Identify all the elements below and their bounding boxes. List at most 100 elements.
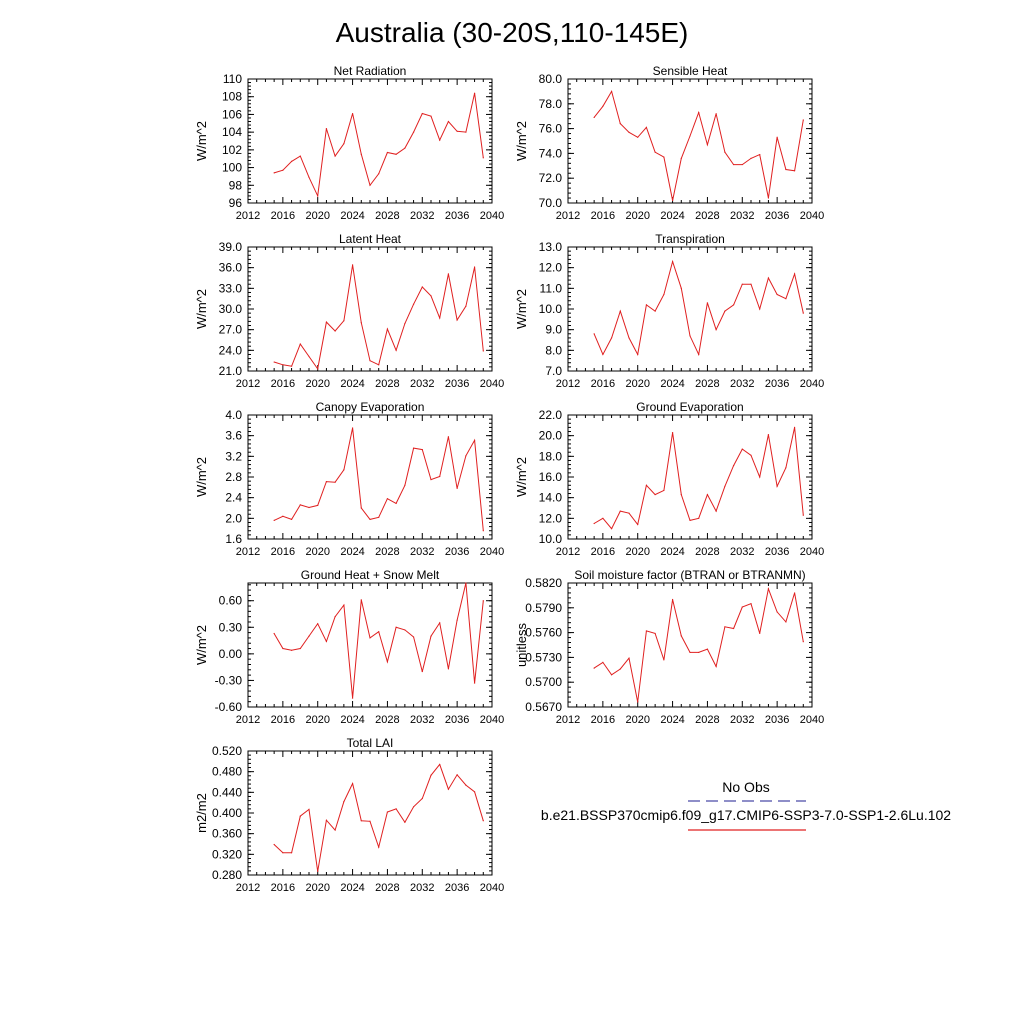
x-tick-label: 2040 (800, 378, 824, 390)
data-point (645, 484, 648, 486)
data-point (706, 302, 709, 304)
panel-title: Ground Evaporation (636, 400, 743, 414)
y-axis-label: m2/m2 (194, 793, 209, 833)
data-point (750, 283, 752, 285)
y-tick-label: 30.0 (219, 302, 243, 316)
data-point (351, 264, 354, 266)
data-point (482, 350, 484, 352)
data-point (759, 154, 761, 156)
y-tick-label: 3.2 (225, 449, 242, 463)
x-tick-label: 2024 (340, 714, 364, 726)
data-point (378, 173, 380, 175)
panel-title: Total LAI (347, 736, 394, 750)
x-tick-label: 2024 (340, 210, 364, 222)
x-tick-label: 2040 (800, 714, 824, 726)
data-point (741, 606, 743, 608)
data-point (273, 361, 275, 363)
plot-frame (567, 78, 813, 204)
data-point (759, 632, 761, 635)
data-point (724, 626, 726, 628)
data-point (663, 659, 665, 661)
x-tick-label: 2012 (236, 882, 260, 894)
x-tick-label: 2020 (625, 546, 649, 558)
y-tick-label: -0.60 (215, 700, 243, 714)
legend-model-label: b.e21.BSSP370cmip6.f09_g17.CMIP6-SSP3-7.… (541, 807, 951, 823)
data-point (360, 322, 362, 324)
data-point (593, 116, 595, 119)
data-point (689, 335, 691, 337)
x-tick-label: 2024 (660, 714, 684, 726)
data-point (628, 131, 630, 133)
y-tick-label: 7.0 (545, 364, 562, 378)
data-point (619, 310, 621, 312)
data-point (430, 295, 432, 297)
data-point (404, 821, 406, 823)
data-point (680, 287, 682, 289)
data-point (308, 506, 310, 509)
data-point (447, 668, 450, 670)
data-point (776, 293, 778, 296)
data-point (785, 467, 787, 469)
data-point (465, 784, 467, 786)
panels: Net Radiation W/m^2 2012 2016 2020 2024 2028 20… (194, 64, 824, 894)
x-tick-label: 2032 (730, 714, 754, 726)
data-point (299, 647, 301, 650)
x-tick-label: 2020 (305, 714, 329, 726)
data-point (439, 475, 441, 478)
data-point (439, 317, 441, 319)
data-point (351, 427, 354, 429)
data-point (793, 170, 796, 172)
data-point (732, 627, 735, 630)
x-tick-label: 2016 (591, 210, 615, 222)
data-point (334, 330, 336, 332)
data-point (273, 632, 275, 635)
x-tick-label: 2032 (410, 714, 434, 726)
y-tick-label: 2.0 (225, 511, 242, 525)
x-tick-label: 2016 (591, 546, 615, 558)
data-point (290, 160, 293, 162)
data-point (360, 820, 362, 822)
data-point (706, 144, 709, 146)
data-point (317, 870, 319, 872)
x-tick-label: 2016 (591, 714, 615, 726)
data-point (628, 337, 630, 339)
x-tick-label: 2040 (480, 378, 504, 390)
data-point (430, 635, 432, 637)
data-point (698, 651, 700, 654)
data-point (299, 343, 301, 345)
series-line (593, 586, 804, 703)
y-tick-label: 20.0 (539, 429, 563, 443)
panel-2: Sensible Heat W/m^2 2012 2016 2020 2024 2028 20… (514, 64, 824, 222)
y-tick-label: 0.5760 (525, 626, 562, 640)
y-tick-label: 8.0 (545, 343, 562, 357)
data-point (317, 368, 319, 370)
data-point (334, 155, 336, 157)
data-point (785, 168, 787, 171)
x-tick-label: 2028 (375, 882, 399, 894)
x-tick-label: 2016 (271, 714, 295, 726)
data-point (610, 90, 613, 92)
y-tick-label: 12.0 (539, 511, 563, 525)
y-tick-label: 78.0 (539, 97, 563, 111)
x-tick-label: 2016 (271, 882, 295, 894)
data-point (724, 485, 726, 487)
y-tick-label: 110 (223, 72, 242, 86)
data-point (663, 489, 665, 492)
data-point (421, 286, 423, 288)
y-axis-label: W/m^2 (514, 289, 529, 329)
data-point (482, 820, 484, 822)
data-point (785, 621, 787, 623)
data-point (671, 431, 674, 434)
data-point (290, 365, 293, 367)
data-point (724, 151, 726, 153)
y-tick-label: 72.0 (539, 171, 563, 185)
data-point (404, 147, 406, 149)
panel-4: Transpiration W/m^2 2012 2016 2020 2024 2028 20… (514, 232, 824, 390)
data-point (290, 649, 293, 651)
data-point (421, 112, 423, 115)
data-point (593, 667, 595, 669)
x-tick-label: 2040 (480, 882, 504, 894)
x-tick-label: 2036 (445, 882, 469, 894)
y-axis-label: unitless (514, 622, 529, 667)
